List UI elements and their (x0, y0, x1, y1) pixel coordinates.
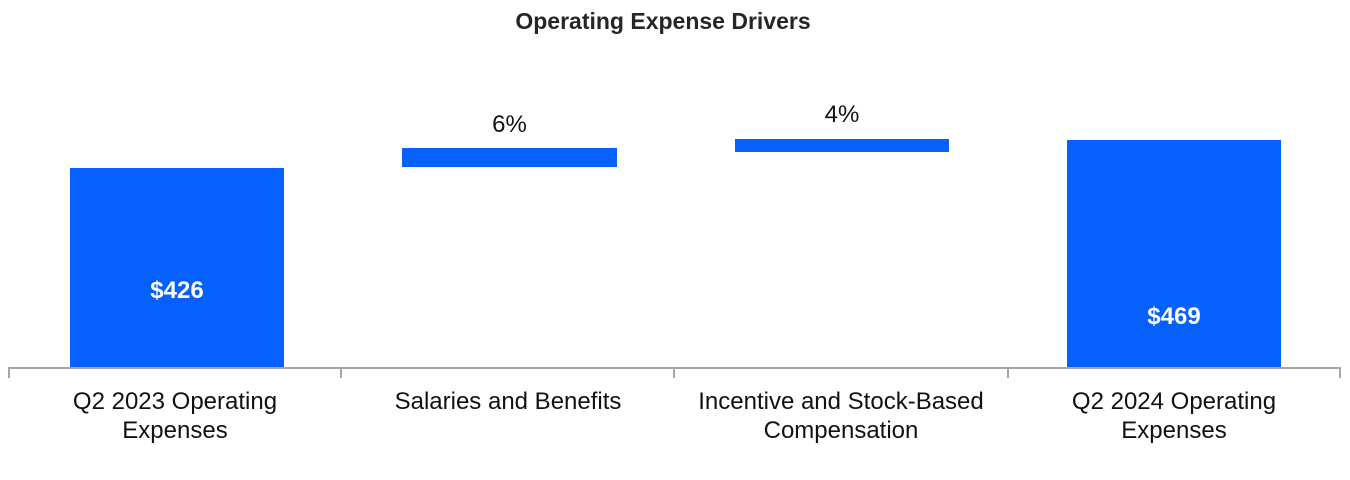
bar-incentive-and-stock-based-compensation (735, 139, 949, 152)
bar-salaries-and-benefits (402, 148, 617, 167)
chart-title: Operating Expense Drivers (515, 8, 811, 34)
bar-value-label-incentive: 4% (824, 101, 860, 128)
x-axis-label-incentive-and-stock-based-compensation: Incentive and Stock-Based Compensation (698, 388, 984, 444)
x-axis-tick (1339, 368, 1341, 378)
bar-q2-2023-operating-expenses (70, 168, 284, 368)
x-axis-label-salaries-and-benefits: Salaries and Benefits (394, 388, 622, 415)
x-axis-tick (673, 368, 675, 378)
x-axis-label-q2-2024-operating-expenses: Q2 2024 Operating Expenses (1071, 388, 1277, 444)
bar-value-label-q2-2023: $426 (150, 277, 204, 304)
x-axis-tick (340, 368, 342, 378)
x-axis-tick (8, 368, 10, 378)
x-axis-label-q2-2023-operating-expenses: Q2 2023 Operating Expenses (72, 388, 278, 444)
bar-value-label-q2-2024: $469 (1147, 303, 1201, 330)
bar-value-label-salaries: 6% (492, 111, 527, 138)
bar-q2-2024-operating-expenses (1067, 140, 1281, 368)
x-axis-tick (1007, 368, 1009, 378)
